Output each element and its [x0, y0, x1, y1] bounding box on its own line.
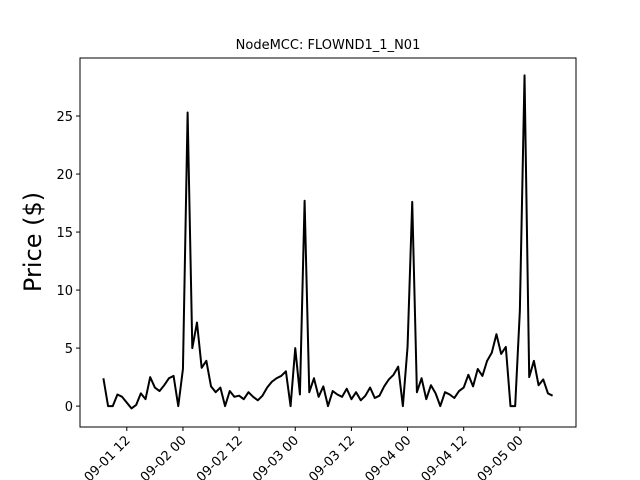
y-tick-label: 25 — [56, 110, 73, 125]
x-tick-label: 09-04 00 — [362, 433, 414, 480]
y-tick-label: 0 — [65, 400, 73, 415]
price-line — [102, 74, 554, 410]
y-tick-label: 5 — [65, 342, 73, 357]
y-tick-label: 15 — [56, 226, 73, 241]
x-tick-label: 09-04 12 — [419, 433, 471, 480]
y-tick-label: 20 — [56, 168, 73, 183]
x-tick-label: 09-05 00 — [475, 433, 527, 480]
chart-title: NodeMCC: FLOWND1_1_N01 — [236, 38, 421, 53]
x-tick-label: 09-02 00 — [138, 433, 190, 480]
y-axis-label: Price ($) — [19, 192, 47, 292]
x-tick-label: 09-03 12 — [306, 433, 358, 480]
plot-frame — [79, 57, 577, 428]
x-tick-label: 09-03 00 — [250, 433, 302, 480]
y-tick-label: 10 — [56, 284, 73, 299]
x-tick-label: 09-01 12 — [82, 433, 134, 480]
x-tick-label: 09-02 12 — [194, 433, 246, 480]
